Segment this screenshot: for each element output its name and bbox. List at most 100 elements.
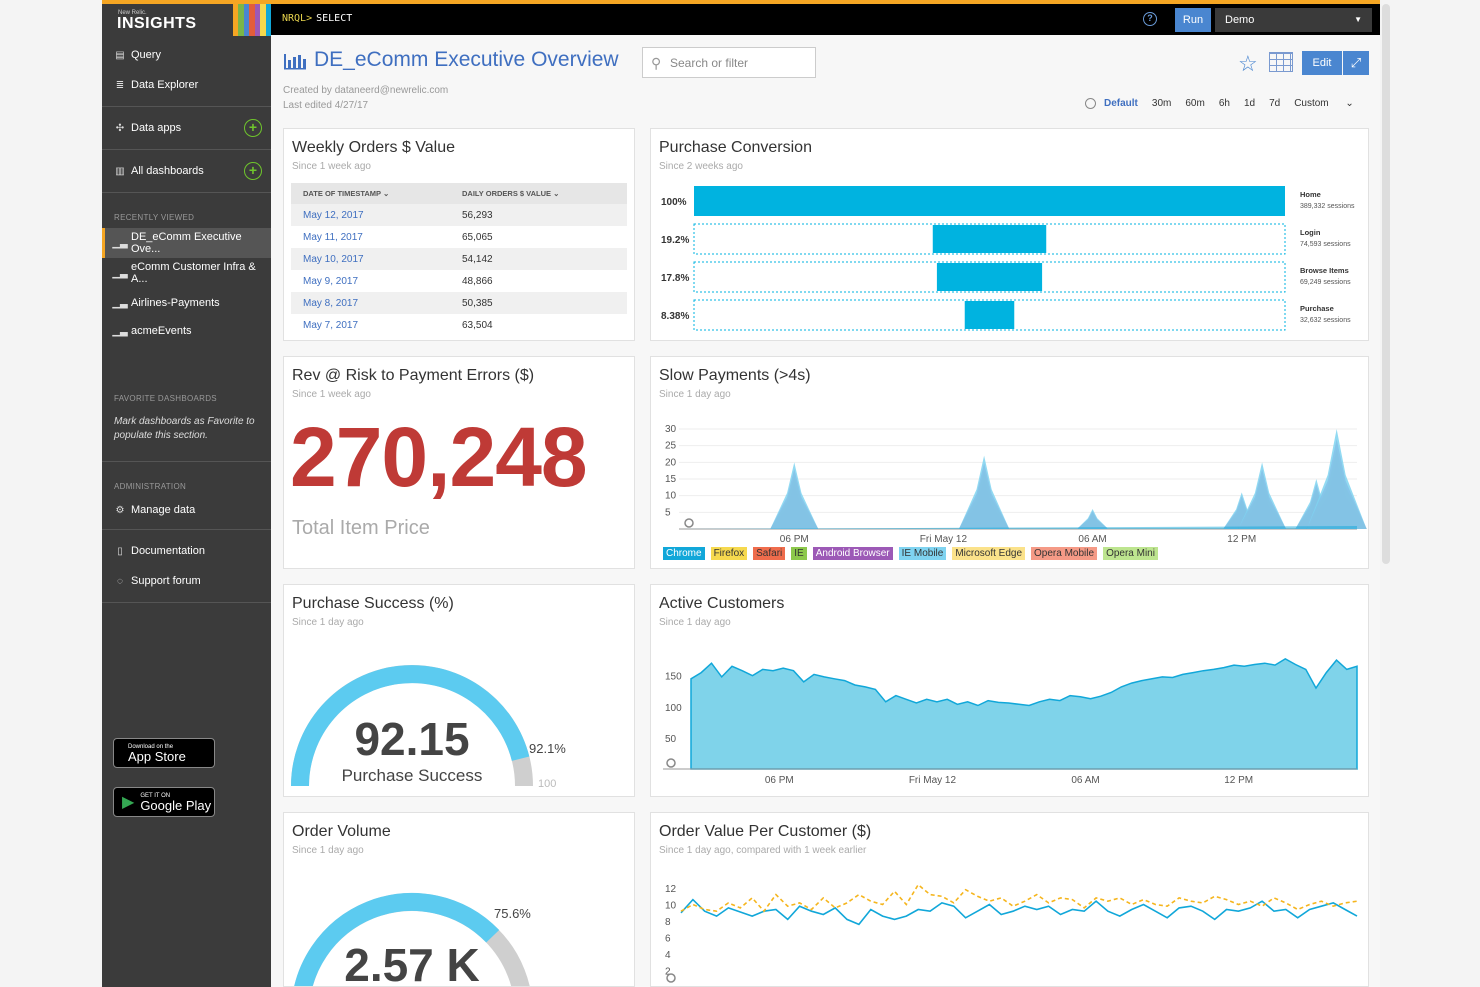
sidebar-item-label: All dashboards bbox=[131, 165, 204, 177]
sidebar-item-data-apps[interactable]: ✣ Data apps + bbox=[102, 113, 271, 143]
run-button[interactable]: Run bbox=[1175, 8, 1211, 32]
sidebar-item-query[interactable]: ▤ Query bbox=[102, 40, 271, 70]
legend-item[interactable]: Chrome bbox=[663, 547, 705, 560]
widget-since: Since 1 day ago, compared with 1 week ea… bbox=[659, 845, 867, 856]
funnel-step-label: Purchase bbox=[1300, 304, 1334, 313]
date-cell[interactable]: May 10, 2017 bbox=[291, 248, 450, 270]
date-cell[interactable]: May 8, 2017 bbox=[291, 292, 450, 314]
widget-since: Since 2 weeks ago bbox=[659, 161, 743, 172]
sidebar-item-label: Documentation bbox=[131, 545, 205, 557]
value-cell: 56,293 bbox=[449, 204, 627, 226]
recent-dashboard-item[interactable]: ▁▃ DE_eComm Executive Ove... bbox=[102, 228, 271, 258]
time-option-6h[interactable]: 6h bbox=[1218, 98, 1230, 109]
fullscreen-icon[interactable]: ⤢ bbox=[1343, 51, 1369, 75]
gauge-mark-label: 92.1% bbox=[529, 741, 566, 756]
widget-active-customers: Active Customers Since 1 day ago 150 100 5… bbox=[650, 584, 1369, 797]
google-play-small: GET IT ON bbox=[140, 792, 171, 799]
legend-item[interactable]: Microsoft Edge bbox=[952, 547, 1026, 560]
time-option-default[interactable]: Default bbox=[1104, 98, 1138, 109]
widget-since: Since 1 day ago bbox=[292, 617, 364, 628]
y-tick-label: 8 bbox=[665, 917, 671, 928]
y-tick-label: 15 bbox=[665, 474, 677, 485]
gauge-chart: 92.15 Purchase Success 92.1% 100 bbox=[291, 665, 566, 790]
recent-dashboard-label: DE_eComm Executive Ove... bbox=[131, 231, 242, 255]
recent-dashboard-item[interactable]: ▁▃ acmeEvents bbox=[102, 318, 271, 344]
funnel-sessions-label: 69,249 sessions bbox=[1300, 279, 1351, 286]
time-option-1d[interactable]: 1d bbox=[1243, 98, 1256, 109]
sidebar-item-manage-data[interactable]: ⚙ Manage data bbox=[102, 497, 271, 523]
divider bbox=[102, 602, 271, 603]
google-play-badge[interactable]: ▶ GET IT ON Google Play bbox=[113, 787, 215, 817]
x-tick-label: 06 AM bbox=[1071, 775, 1099, 786]
widget-slow-payments: Slow Payments (>4s) Since 1 day ago 30 25… bbox=[650, 356, 1369, 569]
sidebar-item-label: Data Explorer bbox=[131, 79, 199, 91]
table-column-header[interactable]: DATE OF TIMESTAMP ⌄ bbox=[291, 183, 450, 204]
bar-chart-icon: ▁▃ bbox=[112, 325, 128, 337]
favorite-star-icon[interactable]: ☆ bbox=[1238, 51, 1258, 76]
funnel-value-label: 8.38% bbox=[661, 311, 689, 322]
value-cell: 48,866 bbox=[461, 275, 493, 287]
legend-item[interactable]: Opera Mobile bbox=[1031, 547, 1098, 560]
y-tick-label: 2 bbox=[665, 967, 671, 978]
time-option-custom[interactable]: Custom ⌄ bbox=[1294, 98, 1354, 109]
add-data-app-icon[interactable]: + bbox=[244, 119, 262, 137]
time-option-30m[interactable]: 30m bbox=[1151, 98, 1172, 109]
account-selector[interactable]: Demo ▼ bbox=[1215, 8, 1372, 32]
funnel-bar bbox=[936, 263, 1043, 291]
add-dashboard-icon[interactable]: + bbox=[244, 162, 262, 180]
date-cell[interactable]: May 11, 2017 bbox=[303, 231, 363, 243]
order-value-chart: 12 10 8 6 4 2 bbox=[665, 883, 1358, 983]
gauge-chart: 2.57 K 75.6% bbox=[294, 893, 531, 986]
help-icon[interactable]: ? bbox=[1143, 12, 1157, 26]
sidebar-item-support-forum[interactable]: ◌ Support forum bbox=[102, 566, 271, 596]
search-input[interactable]: ⚲ Search or filter bbox=[642, 47, 816, 78]
funnel-chart: 100% Home 389,332 sessions 19.2% Login 74,593… bbox=[661, 186, 1355, 331]
sidebar-item-label: Support forum bbox=[131, 575, 201, 587]
x-tick-label: 06 AM bbox=[1078, 534, 1106, 545]
legend-item[interactable]: Safari bbox=[753, 547, 786, 560]
sidebar-item-all-dashboards[interactable]: ▥ All dashboards + bbox=[102, 156, 271, 186]
funnel-step-label: Login bbox=[1300, 228, 1321, 237]
logo[interactable]: New Relic. INSIGHTS bbox=[102, 4, 271, 36]
series-area bbox=[1306, 429, 1367, 529]
recent-dashboard-item[interactable]: ▁▃ eComm Customer Infra & A... bbox=[102, 258, 271, 288]
y-tick-label: 20 bbox=[665, 457, 677, 468]
sidebar-item-documentation[interactable]: ▯ Documentation bbox=[102, 536, 271, 566]
series-line bbox=[680, 883, 1358, 913]
funnel-bar bbox=[694, 186, 1285, 216]
sidebar-item-data-explorer[interactable]: ≣ Data Explorer bbox=[102, 70, 271, 100]
layout-grid-icon[interactable] bbox=[1269, 52, 1293, 72]
search-placeholder: Search or filter bbox=[670, 56, 749, 70]
legend-item[interactable]: Firefox bbox=[710, 547, 748, 560]
recent-dashboard-item[interactable]: ▁▃ Airlines-Payments bbox=[102, 288, 271, 318]
legend-item[interactable]: Opera Mini bbox=[1103, 547, 1158, 560]
funnel-value-label: 100% bbox=[661, 197, 687, 208]
nrql-bar: NRQL> SELECT ? Run Demo ▼ bbox=[271, 4, 1380, 35]
favorite-dashboards-heading: FAVORITE DASHBOARDS bbox=[114, 394, 217, 403]
gauge-label: Purchase Success bbox=[342, 766, 483, 785]
table-column-header[interactable]: DAILY ORDERS $ VALUE ⌄ bbox=[449, 183, 627, 204]
app-store-badge[interactable]: Download on the App Store bbox=[113, 738, 215, 768]
scrollbar[interactable] bbox=[1382, 4, 1390, 564]
widget-title: Weekly Orders $ Value bbox=[292, 139, 456, 156]
gauge-max-label: 100 bbox=[538, 778, 556, 790]
widget-purchase-conversion: Purchase Conversion Since 2 weeks ago 10… bbox=[650, 128, 1369, 341]
sidebar-item-label: Manage data bbox=[131, 504, 196, 516]
date-cell[interactable]: May 9, 2017 bbox=[303, 275, 359, 287]
nrql-input[interactable]: NRQL> SELECT bbox=[282, 13, 352, 24]
divider bbox=[102, 149, 271, 150]
legend-item[interactable]: Android Browser bbox=[812, 547, 893, 560]
legend-item[interactable]: IE Mobile bbox=[898, 547, 947, 560]
table-row: May 11, 2017 65,065 bbox=[291, 226, 627, 248]
legend-item[interactable]: IE bbox=[791, 547, 807, 560]
time-picker: Default 30m 60m 6h 1d 7d Custom ⌄ bbox=[1085, 98, 1368, 109]
edit-button[interactable]: Edit bbox=[1302, 51, 1342, 75]
time-option-60m[interactable]: 60m bbox=[1185, 98, 1205, 109]
divider bbox=[102, 106, 271, 107]
dashboard-title-row: DE_eComm Executive Overview bbox=[283, 48, 619, 72]
x-tick-label: Fri May 12 bbox=[909, 775, 957, 786]
time-option-7d[interactable]: 7d bbox=[1269, 98, 1281, 109]
chevron-down-icon: ▼ bbox=[1354, 15, 1362, 24]
date-cell[interactable]: May 12, 2017 bbox=[291, 204, 450, 226]
date-cell[interactable]: May 7, 2017 bbox=[303, 319, 359, 331]
